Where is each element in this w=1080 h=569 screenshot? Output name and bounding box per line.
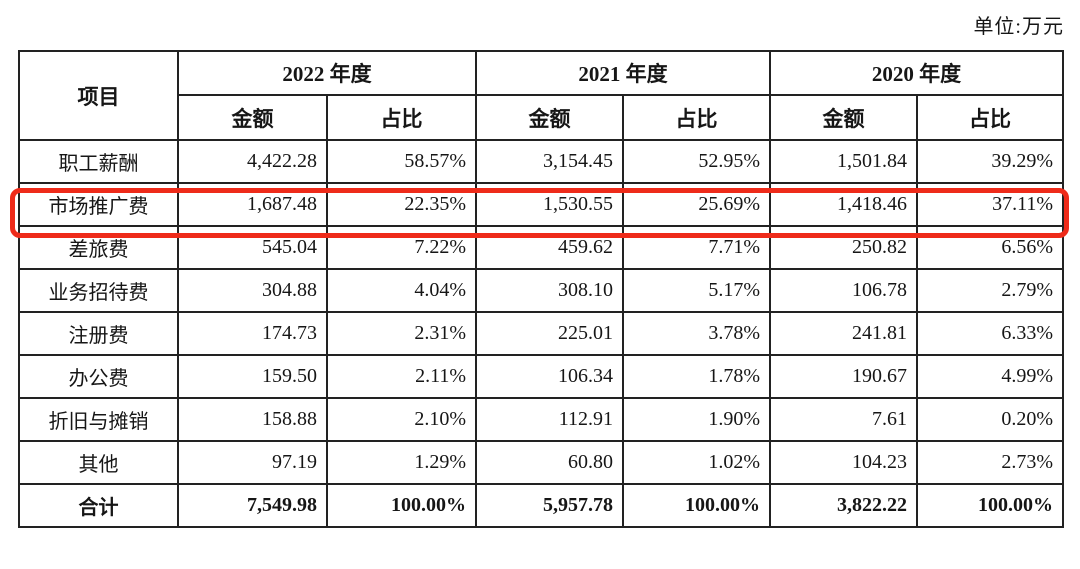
unit-label: 单位:万元 [973,16,1064,38]
table-row: 其他 97.19 1.29% 60.80 1.02% 104.23 2.73% [18,440,1064,485]
header-ratio-2021: 占比 [622,94,771,141]
amount-cell: 97.19 [177,440,328,485]
ratio-cell: 2.10% [326,397,477,442]
table-row: 业务招待费 304.88 4.04% 308.10 5.17% 106.78 2… [18,268,1064,313]
header-item: 项目 [18,50,179,141]
amount-cell: 241.81 [769,311,918,356]
table-row: 注册费 174.73 2.31% 225.01 3.78% 241.81 6.3… [18,311,1064,356]
ratio-cell: 2.79% [916,268,1064,313]
item-cell: 市场推广费 [18,182,179,227]
header-row-subcolumns: 金额 占比 金额 占比 金额 占比 [19,94,1064,141]
ratio-cell: 4.99% [916,354,1064,399]
ratio-cell: 2.31% [326,311,477,356]
item-cell: 差旅费 [18,225,179,270]
amount-cell: 5,957.78 [475,483,624,528]
ratio-cell: 5.17% [622,268,771,313]
ratio-cell: 52.95% [622,139,771,184]
amount-cell: 106.78 [769,268,918,313]
header-year-2021: 2021 年度 [475,50,771,96]
ratio-cell: 1.90% [622,397,771,442]
ratio-cell: 7.22% [326,225,477,270]
table-row: 职工薪酬 4,422.28 58.57% 3,154.45 52.95% 1,5… [18,139,1064,184]
amount-cell: 3,154.45 [475,139,624,184]
table-row: 差旅费 545.04 7.22% 459.62 7.71% 250.82 6.5… [18,225,1064,270]
amount-cell: 159.50 [177,354,328,399]
ratio-cell: 37.11% [916,182,1064,227]
header-ratio-2022: 占比 [326,94,477,141]
header-amount-2020: 金额 [769,94,918,141]
amount-cell: 4,422.28 [177,139,328,184]
amount-cell: 459.62 [475,225,624,270]
amount-cell: 7,549.98 [177,483,328,528]
amount-cell: 60.80 [475,440,624,485]
amount-cell: 112.91 [475,397,624,442]
amount-cell: 1,530.55 [475,182,624,227]
amount-cell: 1,687.48 [177,182,328,227]
ratio-cell: 7.71% [622,225,771,270]
ratio-cell: 4.04% [326,268,477,313]
amount-cell: 104.23 [769,440,918,485]
ratio-cell: 39.29% [916,139,1064,184]
expense-table: 项目 2022 年度 2021 年度 2020 年度 金额 占比 金额 占比 金… [18,50,1064,528]
ratio-cell: 100.00% [916,483,1064,528]
item-cell: 折旧与摊销 [18,397,179,442]
amount-cell: 225.01 [475,311,624,356]
item-cell: 职工薪酬 [18,139,179,184]
amount-cell: 545.04 [177,225,328,270]
header-row-years: 项目 2022 年度 2021 年度 2020 年度 [18,50,1064,141]
amount-cell: 308.10 [475,268,624,313]
ratio-cell: 25.69% [622,182,771,227]
header-ratio-2020: 占比 [916,94,1064,141]
amount-cell: 250.82 [769,225,918,270]
item-cell: 其他 [18,440,179,485]
ratio-cell: 1.02% [622,440,771,485]
ratio-cell: 58.57% [326,139,477,184]
amount-cell: 1,418.46 [769,182,918,227]
ratio-cell: 1.29% [326,440,477,485]
amount-cell: 174.73 [177,311,328,356]
amount-cell: 106.34 [475,354,624,399]
ratio-cell: 2.11% [326,354,477,399]
header-amount-2022: 金额 [177,94,328,141]
amount-cell: 158.88 [177,397,328,442]
ratio-cell: 6.33% [916,311,1064,356]
ratio-cell: 0.20% [916,397,1064,442]
table-row-highlighted: 市场推广费 1,687.48 22.35% 1,530.55 25.69% 1,… [18,182,1064,227]
header-year-2022: 2022 年度 [177,50,477,96]
ratio-cell: 100.00% [326,483,477,528]
ratio-cell: 2.73% [916,440,1064,485]
ratio-cell: 6.56% [916,225,1064,270]
ratio-cell: 100.00% [622,483,771,528]
amount-cell: 7.61 [769,397,918,442]
item-cell: 办公费 [18,354,179,399]
header-amount-2021: 金额 [475,94,624,141]
ratio-cell: 1.78% [622,354,771,399]
amount-cell: 304.88 [177,268,328,313]
header-year-2020: 2020 年度 [769,50,1064,96]
table-row: 折旧与摊销 158.88 2.10% 112.91 1.90% 7.61 0.2… [18,397,1064,442]
ratio-cell: 22.35% [326,182,477,227]
item-cell: 合计 [18,483,179,528]
ratio-cell: 3.78% [622,311,771,356]
table-row-total: 合计 7,549.98 100.00% 5,957.78 100.00% 3,8… [18,483,1064,528]
amount-cell: 3,822.22 [769,483,918,528]
item-cell: 业务招待费 [18,268,179,313]
amount-cell: 190.67 [769,354,918,399]
amount-cell: 1,501.84 [769,139,918,184]
item-cell: 注册费 [18,311,179,356]
table-row: 办公费 159.50 2.11% 106.34 1.78% 190.67 4.9… [18,354,1064,399]
